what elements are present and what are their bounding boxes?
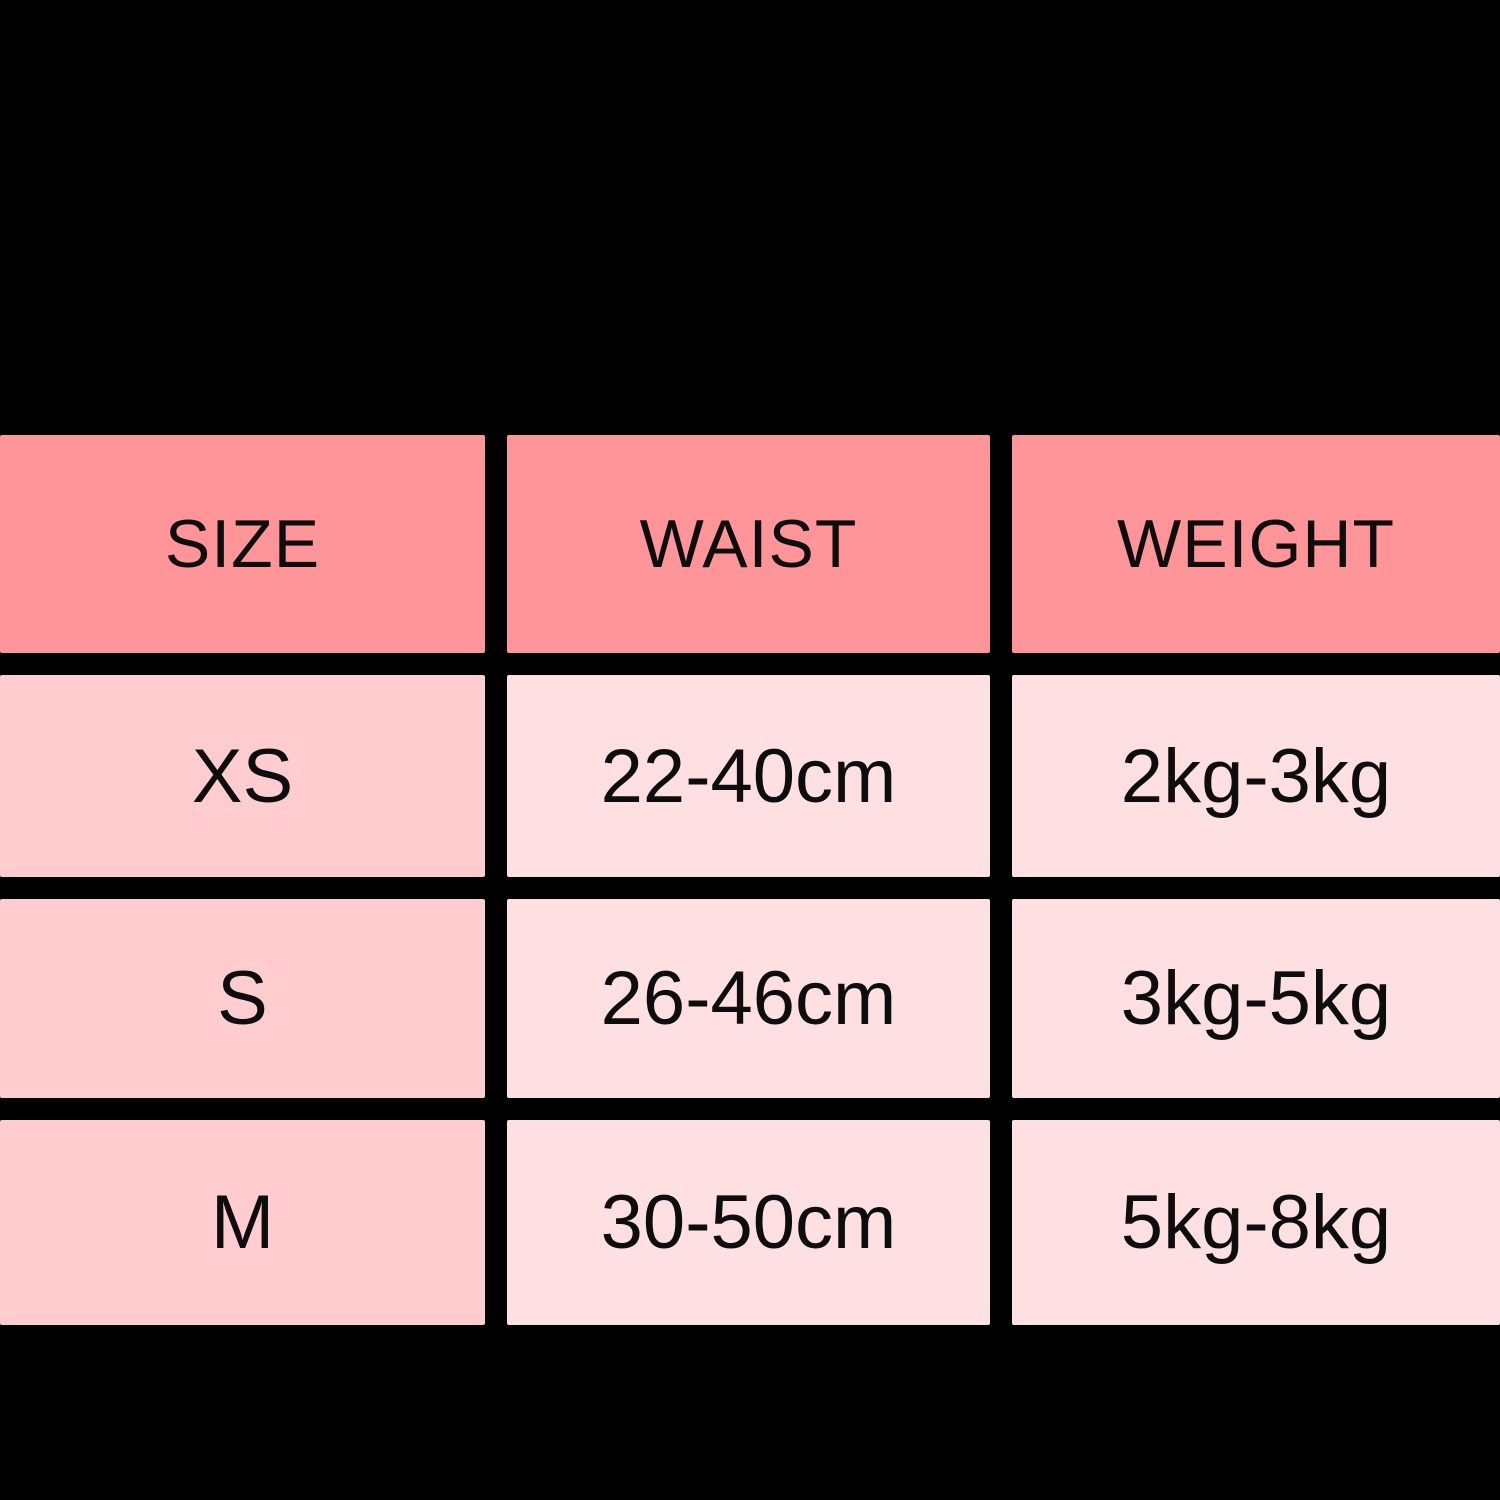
header-label-weight: WEIGHT (1117, 506, 1395, 582)
size-value: XS (191, 733, 294, 819)
weight-value: 5kg-8kg (1120, 1180, 1392, 1265)
table-row-xs-size-cell: XS (0, 675, 485, 877)
table-row-s-weight-cell: 3kg-5kg (1012, 899, 1500, 1098)
weight-value: 2kg-3kg (1120, 733, 1392, 819)
waist-value: 26-46cm (600, 956, 897, 1041)
table-row-xs-waist-cell: 22-40cm (507, 675, 990, 877)
weight-value: 3kg-5kg (1120, 956, 1392, 1041)
table-row-m-weight-cell: 5kg-8kg (1012, 1120, 1500, 1325)
header-cell-size: SIZE (0, 435, 485, 653)
waist-value: 30-50cm (600, 1180, 897, 1265)
header-label-waist: WAIST (639, 506, 858, 582)
table-row-m-waist-cell: 30-50cm (507, 1120, 990, 1325)
waist-value: 22-40cm (600, 733, 897, 819)
header-cell-weight: WEIGHT (1012, 435, 1500, 653)
size-value: M (210, 1180, 275, 1265)
table-row-xs-weight-cell: 2kg-3kg (1012, 675, 1500, 877)
size-chart-table: SIZE WAIST WEIGHT XS 22-40cm 2kg-3kg S 2… (0, 435, 1500, 1325)
size-value: S (217, 956, 268, 1041)
table-row-s-size-cell: S (0, 899, 485, 1098)
table-row-s-waist-cell: 26-46cm (507, 899, 990, 1098)
header-label-size: SIZE (164, 506, 321, 582)
table-row-m-size-cell: M (0, 1120, 485, 1325)
header-cell-waist: WAIST (507, 435, 990, 653)
